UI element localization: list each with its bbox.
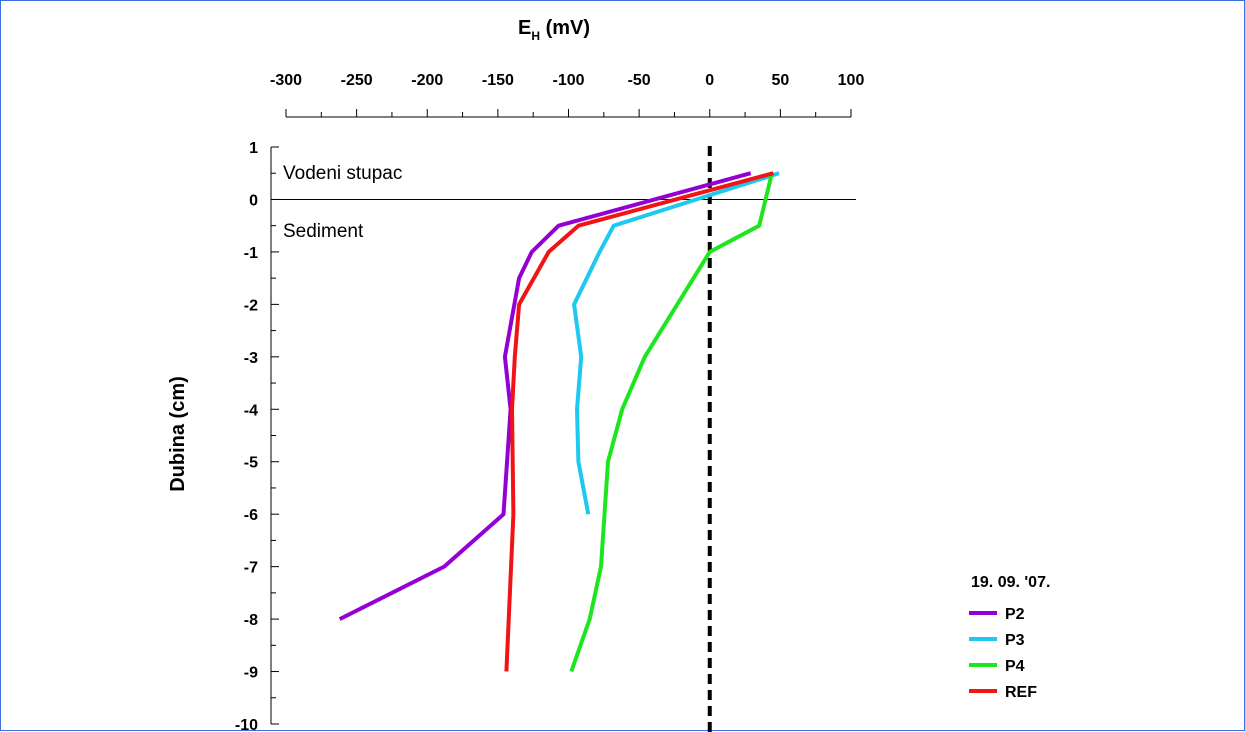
y-tick-label: -6 [244,507,258,524]
y-tick-label: -10 [235,717,258,732]
series-line-p3 [572,171,780,515]
legend-label-ref: REF [1005,684,1037,701]
x-tick-label: -250 [341,72,373,89]
y-tick-label: -2 [244,297,258,314]
x-axis: -300 -250 -200 -150 -100 -50 0 50 100 [270,72,865,118]
y-axis-title: Dubina (cm) [167,376,189,492]
y-tick-label: -9 [244,665,258,682]
x-tick-label: -150 [482,72,514,89]
legend-title: 19. 09. '07. [971,574,1050,591]
legend-label-p3: P3 [1005,632,1025,649]
x-tick-label: 50 [771,72,789,89]
y-tick-label: -8 [244,612,258,629]
series-lines [338,171,780,673]
x-axis-title-main: E [518,17,531,39]
y-tick-label: -3 [244,350,258,367]
y-tick-label: -4 [244,402,258,419]
water-column-label: Vodeni stupac [283,163,402,184]
sediment-label: Sediment [283,221,364,242]
x-axis-title-subscript: H [531,29,540,43]
y-axis: 1 0 -1 -2 -3 -4 -5 -6 -7 -8 -9 -10 [235,140,279,732]
y-tick-label: -1 [244,245,258,262]
reference-lines [271,146,856,732]
y-tick-label: 0 [249,192,258,209]
x-axis-title: EH (mV) [518,17,590,43]
x-tick-label: -200 [411,72,443,89]
series-line-ref [504,171,774,672]
x-tick-label: -50 [628,72,651,89]
legend: 19. 09. '07. P2 P3 P4 REF [969,574,1050,701]
legend-label-p2: P2 [1005,606,1025,623]
y-tick-label: 1 [249,140,258,157]
series-line-p2 [338,171,752,621]
x-tick-label: 0 [705,72,714,89]
axis-titles: EH (mV) Dubina (cm) [167,17,590,492]
y-tick-label: -7 [244,560,258,577]
legend-label-p4: P4 [1005,658,1025,675]
x-tick-label: -300 [270,72,302,89]
y-tick-label: -5 [244,455,258,472]
x-tick-label: -100 [552,72,584,89]
x-tick-label: 100 [838,72,865,89]
series-line-p4 [569,172,774,673]
x-axis-title-unit: (mV) [540,17,590,39]
annotations: Vodeni stupac Sediment [283,163,402,242]
